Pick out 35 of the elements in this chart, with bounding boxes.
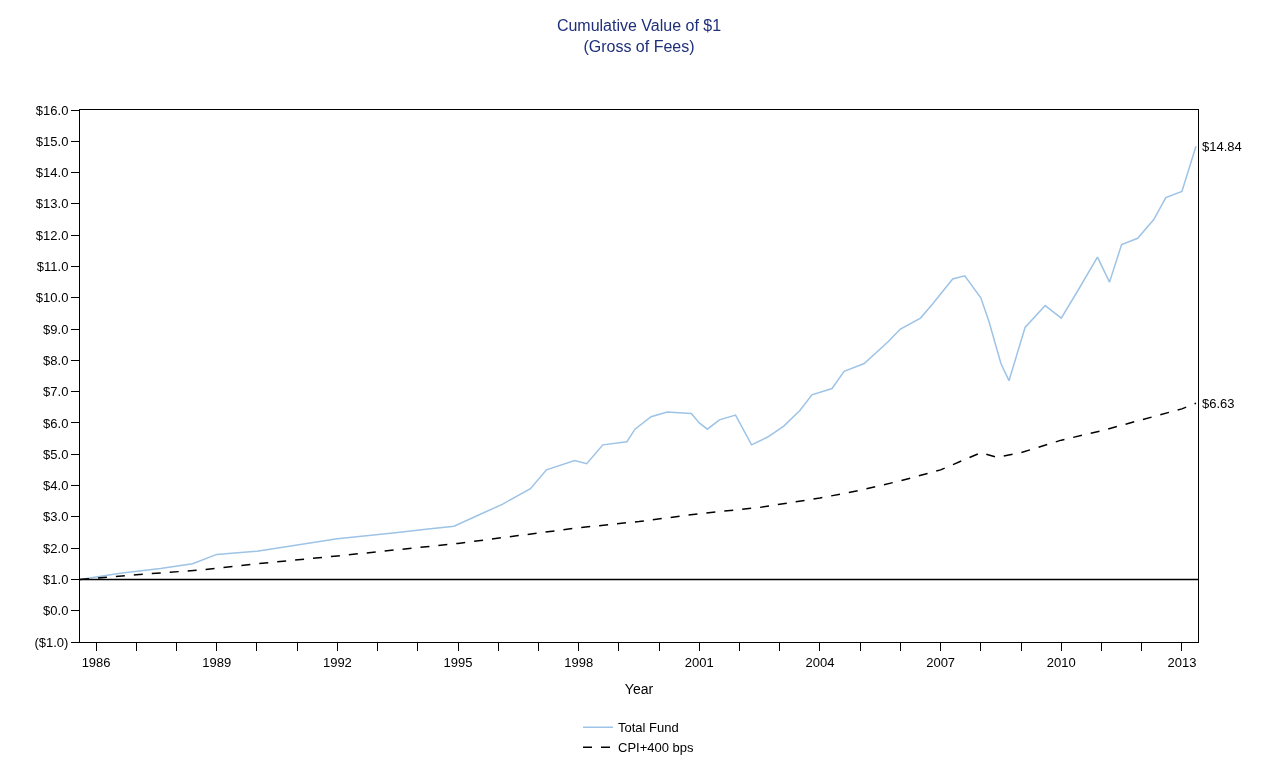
x-tick-label: 1992 bbox=[322, 654, 352, 670]
x-tick-label: 2007 bbox=[926, 654, 956, 670]
y-tick-label: $4.0 bbox=[43, 478, 69, 494]
chart-subtitle: (Gross of Fees) bbox=[583, 37, 695, 55]
x-tick-label: 1998 bbox=[564, 654, 594, 670]
annotation: $14.84 bbox=[1202, 139, 1242, 154]
y-tick-label: $14.0 bbox=[35, 165, 69, 181]
legend-label: Total Fund bbox=[618, 720, 679, 736]
x-tick-label: 2004 bbox=[805, 654, 835, 670]
x-tick-label: 2001 bbox=[684, 654, 714, 670]
y-tick-label: $5.0 bbox=[43, 446, 69, 462]
y-tick-label: $9.0 bbox=[43, 321, 69, 337]
x-tick-label: 1989 bbox=[202, 654, 232, 670]
x-axis-title: Year bbox=[624, 680, 654, 697]
y-tick-label: $8.0 bbox=[43, 352, 69, 368]
annotation: $6.63 bbox=[1202, 396, 1235, 411]
y-tick-label: $10.0 bbox=[35, 290, 69, 306]
x-tick-label: 2013 bbox=[1167, 654, 1197, 670]
chart-title: Cumulative Value of $1 bbox=[556, 16, 722, 34]
x-tick-label: 1986 bbox=[81, 654, 111, 670]
y-tick-label: $12.0 bbox=[35, 227, 69, 243]
y-tick-label: $7.0 bbox=[43, 384, 69, 400]
y-tick-label: ($1.0) bbox=[34, 634, 69, 650]
y-tick-label: $16.0 bbox=[35, 102, 69, 118]
y-tick-label: $0.0 bbox=[43, 603, 69, 619]
y-tick-label: $1.0 bbox=[43, 571, 69, 587]
y-tick-label: $13.0 bbox=[35, 196, 69, 212]
y-tick-label: $3.0 bbox=[43, 509, 69, 525]
y-tick-label: $15.0 bbox=[35, 133, 69, 149]
y-tick-label: $2.0 bbox=[43, 540, 69, 556]
x-tick-label: 1995 bbox=[443, 654, 473, 670]
y-tick-label: $6.0 bbox=[43, 415, 69, 431]
y-tick-label: $11.0 bbox=[36, 259, 69, 275]
legend-label: CPI+400 bps bbox=[618, 740, 695, 756]
x-tick-label: 2010 bbox=[1046, 654, 1076, 670]
